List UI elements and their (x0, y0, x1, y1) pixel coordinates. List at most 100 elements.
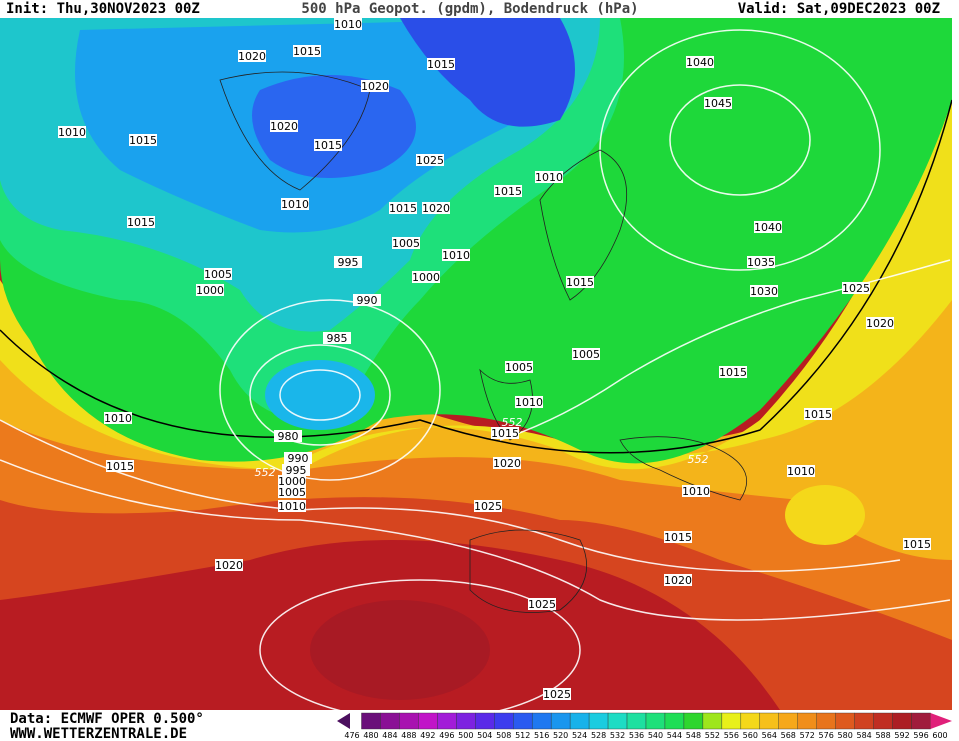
contour-label: 980 (278, 430, 299, 443)
contour-label: 1010 (281, 198, 309, 211)
contour-label-bg (515, 396, 543, 408)
contour-label: 1015 (491, 427, 519, 440)
contour-label: 1020 (215, 559, 243, 572)
contour-label-bg (754, 221, 782, 233)
colorbar-label: 536 (629, 731, 644, 740)
colorbar-label: 544 (667, 731, 682, 740)
contour-labels: 1010 1015 1020 1015 1040 1020 1045 1010 1015 1020… (58, 18, 931, 701)
colorbar-swatch (759, 712, 779, 730)
contour-label: 1000 (278, 475, 306, 488)
contour-label: 552 (688, 453, 709, 466)
contour-label: 1015 (494, 185, 522, 198)
contour-label-bg (664, 574, 692, 586)
contour-label-bg (493, 457, 521, 469)
contour-label: 1045 (704, 97, 732, 110)
colorbar-label: 576 (819, 731, 834, 740)
contour-label-bg (903, 538, 931, 550)
contour-label: 1000 (196, 284, 224, 297)
contour-label: 1020 (422, 202, 450, 215)
colorbar-label: 596 (913, 731, 928, 740)
colorbar-swatch (550, 712, 571, 730)
contour-label-bg (474, 500, 502, 512)
contour-label: 1000 (412, 271, 440, 284)
contour-label: 1025 (528, 598, 556, 611)
colorbar-end (337, 713, 350, 729)
contour-label-bg (204, 268, 232, 280)
contour-label-bg (334, 256, 362, 268)
contour-label: 1015 (129, 134, 157, 147)
contour-label-bg (412, 271, 440, 283)
colorbar-swatch (835, 712, 855, 730)
colorbar-label: 480 (363, 731, 378, 740)
contour-label-bg (416, 154, 444, 166)
init-text: Init: Thu,30NOV2023 00Z (6, 1, 200, 17)
colorbar-swatch (361, 712, 381, 730)
contour-label: 1020 (361, 80, 389, 93)
contour-label: 1015 (293, 45, 321, 58)
contour-label-bg (196, 284, 224, 296)
contour-label: 1020 (238, 50, 266, 63)
contour-label: 1015 (719, 366, 747, 379)
contour-label-bg (238, 50, 266, 62)
contour-label: 1015 (664, 531, 692, 544)
colorbar-swatch (531, 712, 552, 730)
contour-label-bg (284, 452, 312, 464)
contour-label: 1010 (442, 249, 470, 262)
contour-label: 1020 (270, 120, 298, 133)
colorbar-swatch (380, 712, 400, 730)
contour-label-bg (270, 120, 298, 132)
colorbar-swatch (854, 712, 874, 730)
contour-label-bg (491, 427, 519, 439)
contour-label-bg (353, 294, 381, 306)
contour-label-bg (494, 185, 522, 197)
contour-label-bg (535, 171, 563, 183)
colorbar-swatch (740, 712, 761, 730)
contour-label: 990 (288, 452, 309, 465)
contour-label: 1025 (842, 282, 870, 295)
contour-label-bg (866, 317, 894, 329)
colorbar-label: 496 (439, 731, 454, 740)
contour-label-bg (278, 475, 306, 487)
colorbar-swatch (911, 712, 931, 730)
contour-label: 1020 (493, 457, 521, 470)
contour-label-bg (747, 256, 775, 268)
colorbar-label: 492 (420, 731, 435, 740)
contour-label: 1010 (334, 18, 362, 31)
contour-label: 1005 (505, 361, 533, 374)
contour-label: 1015 (314, 139, 342, 152)
contour-label-bg (278, 486, 306, 498)
site-text: WWW.WETTERZENTRALE.DE (10, 726, 187, 741)
contour-label-bg (704, 97, 732, 109)
contour-label: 552 (502, 416, 523, 429)
contour-label: 985 (327, 332, 348, 345)
contour-label: 1010 (682, 485, 710, 498)
colorbar-label: 592 (894, 731, 909, 740)
map-field (0, 18, 952, 710)
contour-label-bg (842, 282, 870, 294)
contour-label-bg (505, 361, 533, 373)
contour-label-bg (686, 56, 714, 68)
contour-label: 1005 (392, 237, 420, 250)
contour-label-bg (278, 500, 306, 512)
contour-label: 1015 (106, 460, 134, 473)
contour-label: 1035 (747, 256, 775, 269)
contour-label-bg (389, 202, 417, 214)
contour-label: 995 (338, 256, 359, 269)
contour-label: 1020 (664, 574, 692, 587)
colorbar-swatch (588, 712, 609, 730)
contour-label: 1010 (58, 126, 86, 139)
contour-label: 1040 (686, 56, 714, 69)
contour-label-bg (392, 237, 420, 249)
source-text: Data: ECMWF OPER 0.500° (10, 711, 204, 727)
contour-label-bg (543, 688, 571, 700)
contour-label: 1015 (566, 276, 594, 289)
contour-label-bg (334, 18, 362, 30)
contour-label-bg (442, 249, 470, 261)
contour-label: 1015 (903, 538, 931, 551)
contour-label-bg (323, 332, 351, 344)
colorbar-swatch (664, 712, 685, 730)
colorbar-swatch (797, 712, 817, 730)
contour-label: 990 (357, 294, 378, 307)
colorbar-swatch (645, 712, 666, 730)
